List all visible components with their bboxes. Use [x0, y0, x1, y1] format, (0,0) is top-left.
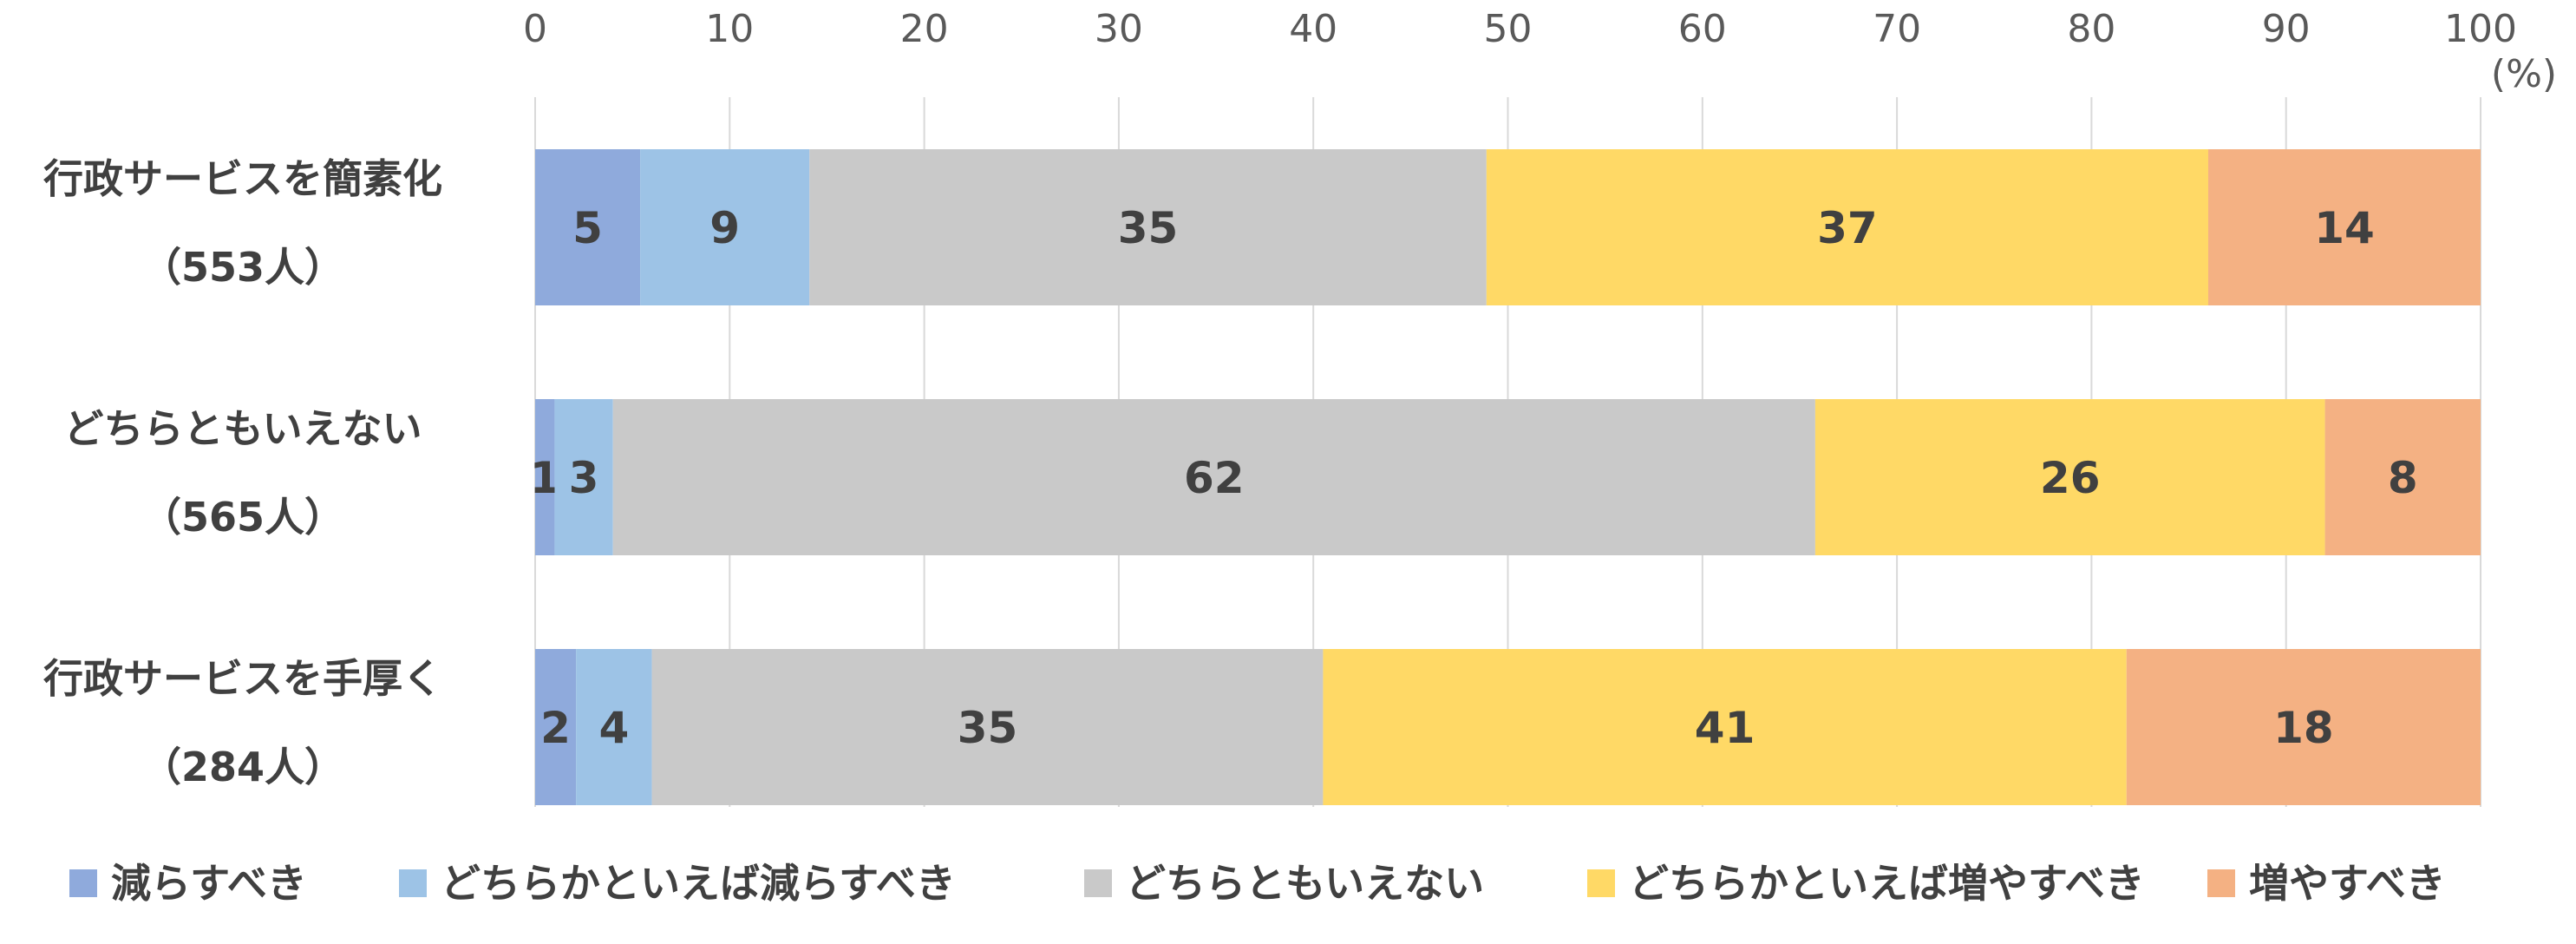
legend: 減らすべき どちらかといえば減らすべき どちらともいえない どちらかといえば増やすべき…: [69, 860, 2446, 907]
data-label: 4: [598, 703, 629, 753]
data-label: 26: [2040, 453, 2101, 503]
bar-segment: [651, 649, 1324, 805]
bar-segment: [576, 649, 652, 805]
data-label: 8: [2388, 453, 2418, 503]
data-label: 5: [572, 203, 603, 253]
data-label: 3: [569, 453, 599, 503]
legend-label: 減らすべき: [111, 860, 307, 907]
x-tick-label: 70: [1873, 7, 1921, 51]
data-label: 9: [709, 203, 740, 253]
category-label: 行政サービスを手厚く: [43, 655, 442, 702]
x-tick-label: 80: [2067, 7, 2115, 51]
x-tick-label: 90: [2262, 7, 2311, 51]
bar-segment: [2126, 649, 2481, 805]
data-label: 41: [1695, 703, 1755, 753]
bar-segment: [535, 649, 577, 805]
bar-segment: [612, 399, 1815, 555]
category-label: 行政サービスを簡素化: [43, 155, 442, 202]
bar-segment: [809, 149, 1487, 305]
category-labels: 行政サービスを簡素化 （553人） どちらともいえない （565人） 行政サービスを手厚…: [43, 155, 442, 790]
bar-segment: [640, 149, 810, 305]
category-label: どちらともいえない: [63, 405, 422, 452]
x-tick-label: 50: [1484, 7, 1533, 51]
category-count-label: （553人）: [141, 244, 344, 291]
legend-swatch: [399, 869, 427, 897]
data-label: 35: [1118, 203, 1179, 253]
category-count-label: （565人）: [141, 494, 344, 541]
data-label: 62: [1184, 453, 1245, 503]
x-tick-label: 40: [1289, 7, 1337, 51]
legend-label: 増やすべき: [2249, 860, 2446, 907]
legend-label: どちらともいえない: [1126, 860, 1484, 907]
x-axis-ticks: 0 10 20 30 40 50 60 70 80 90 100: [523, 7, 2517, 51]
unit-label: (%): [2491, 52, 2557, 96]
bar-segment: [1486, 149, 2208, 305]
legend-swatch: [1084, 869, 1112, 897]
bar-segment: [554, 399, 613, 555]
bar-segment: [1814, 399, 2325, 555]
legend-swatch: [1587, 869, 1615, 897]
data-label: 37: [1817, 203, 1878, 253]
bars: 5 9 35 37 141 3 62 26 82 4 35 41 18: [530, 149, 2481, 805]
bar-segment: [2207, 149, 2481, 305]
bar-segment: [2324, 399, 2481, 555]
legend-swatch: [69, 869, 97, 897]
data-label: 14: [2314, 203, 2375, 253]
bar-segment: [535, 399, 555, 555]
x-tick-label: 60: [1678, 7, 1727, 51]
x-tick-label: 100: [2444, 7, 2517, 51]
x-tick-label: 30: [1095, 7, 1143, 51]
legend-label: どちらかといえば減らすべき: [441, 860, 956, 907]
x-tick-label: 10: [705, 7, 754, 51]
legend-swatch: [2207, 869, 2235, 897]
data-label: 35: [958, 703, 1018, 753]
x-tick-label: 0: [523, 7, 547, 51]
legend-label: どちらかといえば増やすべき: [1629, 860, 2145, 907]
category-count-label: （284人）: [141, 744, 344, 790]
data-label: 18: [2273, 703, 2334, 753]
bar-segment: [535, 149, 641, 305]
data-label: 2: [540, 703, 571, 753]
x-tick-label: 20: [900, 7, 949, 51]
bar-segment: [1323, 649, 2127, 805]
